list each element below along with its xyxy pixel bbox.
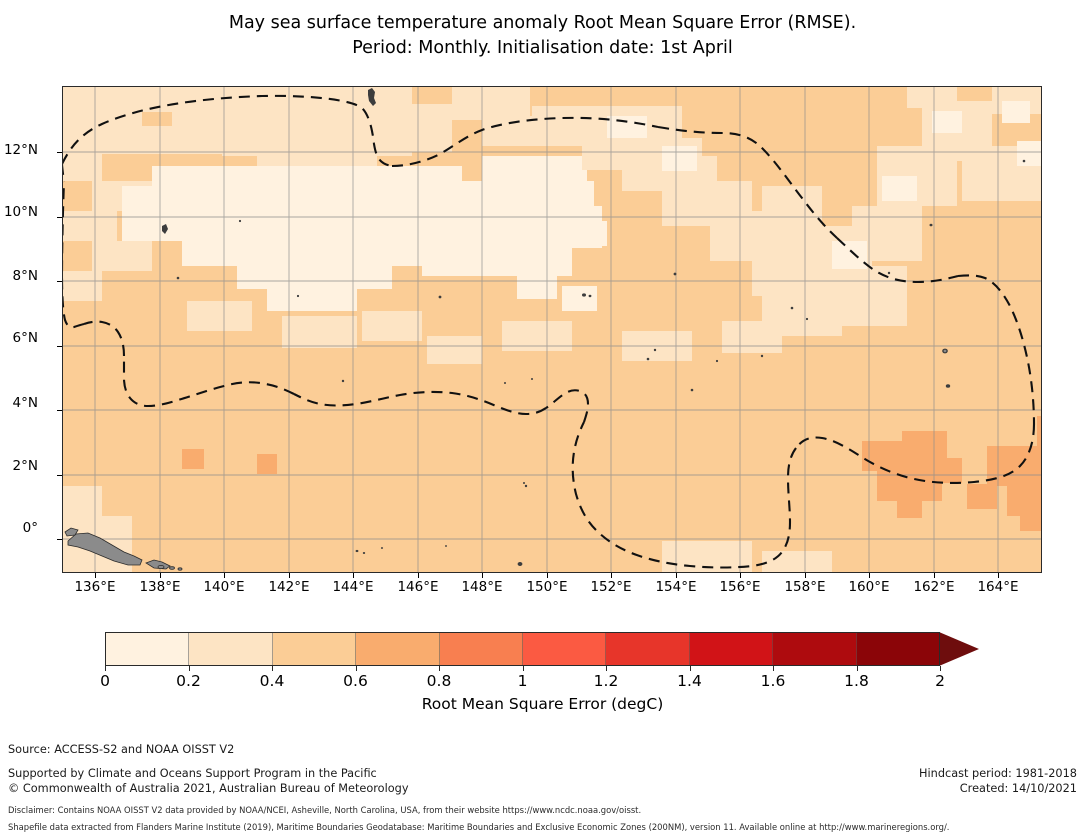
land-polygons <box>64 527 183 571</box>
colorbar-tick-label-0.6: 0.6 <box>343 672 368 690</box>
ytick-mark-4n <box>57 410 62 411</box>
colorbar-tick-label-2: 2 <box>935 672 945 690</box>
chart-title-line-1: May sea surface temperature anomaly Root… <box>228 13 857 33</box>
colorbar-tick-label-1.8: 1.8 <box>844 672 869 690</box>
xtick-label-162e: 162°E <box>913 579 955 595</box>
colorbar-tick-mark-0 <box>105 666 106 671</box>
ytick-label-2n: 2°N <box>12 458 38 474</box>
xtick-label-136e: 136°E <box>74 579 116 595</box>
chart-title-line-2: Period: Monthly. Initialisation date: 1s… <box>352 38 733 58</box>
support-text: Supported by Climate and Oceans Support … <box>8 767 377 780</box>
colorbar-tick-mark-1 <box>522 666 524 671</box>
created-date-text: Created: 14/10/2021 <box>959 782 1077 795</box>
colorbar-tick-mark-0.6 <box>355 666 357 671</box>
colorbar-bands <box>105 632 940 666</box>
island-markers <box>162 88 1026 566</box>
map-gridlines <box>62 86 1042 573</box>
xtick-mark-158e <box>805 573 806 578</box>
xtick-mark-144e <box>353 573 354 578</box>
ytick-label-0: 0° <box>22 520 38 536</box>
xtick-mark-150e <box>547 573 548 578</box>
ytick-mark-0 <box>57 539 62 540</box>
chart-title: May sea surface temperature anomaly Root… <box>0 11 1085 61</box>
xtick-mark-136e <box>95 573 96 578</box>
colorbar-axis-label: Root Mean Square Error (degC) <box>421 695 664 713</box>
ytick-mark-8n <box>57 281 62 282</box>
colorbar-tick-mark-1.6 <box>773 666 774 671</box>
colorbar-tick-mark-2 <box>940 666 941 671</box>
colorbar-tick-label-0.8: 0.8 <box>426 672 452 690</box>
colorbar-tick-label-0.4: 0.4 <box>259 672 285 690</box>
xtick-label-150e: 150°E <box>526 579 568 595</box>
copyright-text: © Commonwealth of Australia 2021, Austra… <box>8 782 409 795</box>
colorbar-band-3 <box>356 633 440 665</box>
colorbar-tick-mark-1.8 <box>856 666 858 671</box>
colorbar-tick-mark-0.4 <box>272 666 273 671</box>
xtick-mark-140e <box>224 573 225 578</box>
colorbar-tick-mark-0.8 <box>439 666 440 671</box>
colorbar-tick-mark-0.2 <box>188 666 190 671</box>
hindcast-period-text: Hindcast period: 1981-2018 <box>919 767 1077 780</box>
map-figure <box>62 86 1042 573</box>
xtick-label-160e: 160°E <box>848 579 890 595</box>
ytick-label-4n: 4°N <box>12 395 38 411</box>
xtick-mark-156e <box>740 573 741 578</box>
xtick-label-146e: 146°E <box>397 579 439 595</box>
colorbar-band-6 <box>606 633 690 665</box>
colorbar-tick-label-0.2: 0.2 <box>176 672 201 690</box>
xtick-label-164e: 164°E <box>977 579 1019 595</box>
colorbar-band-1 <box>189 633 273 665</box>
ytick-label-12n: 12°N <box>3 142 38 158</box>
colorbar-tick-label-0: 0 <box>100 672 110 690</box>
colorbar-extend-arrow-max <box>939 632 979 666</box>
colorbar: 0 0.2 0.4 0.6 0.8 1 1.2 1.4 1.6 1.8 2 Ro… <box>0 631 1085 722</box>
disclaimer-line-1: Disclaimer: Contains NOAA OISST V2 data … <box>8 805 642 815</box>
xtick-label-144e: 144°E <box>332 579 374 595</box>
xtick-mark-160e <box>869 573 870 578</box>
xtick-label-158e: 158°E <box>784 579 826 595</box>
xtick-mark-162e <box>934 573 935 578</box>
source-text: Source: ACCESS-S2 and NOAA OISST V2 <box>8 743 235 756</box>
ytick-mark-2n <box>57 475 62 476</box>
colorbar-band-7 <box>689 633 774 665</box>
colorbar-tick-mark-1.4 <box>689 666 691 671</box>
xtick-mark-148e <box>482 573 483 578</box>
colorbar-tick-label-1: 1 <box>517 672 528 690</box>
xtick-mark-154e <box>676 573 677 578</box>
colorbar-band-5 <box>523 633 607 665</box>
colorbar-band-0 <box>106 633 190 665</box>
xtick-label-152e: 152°E <box>590 579 632 595</box>
map-raster-canvas <box>62 86 1042 573</box>
colorbar-tick-mark-1.2 <box>606 666 607 671</box>
raster-cells <box>62 86 1042 573</box>
colorbar-band-4 <box>439 633 524 665</box>
xtick-mark-152e <box>611 573 612 578</box>
xtick-mark-146e <box>418 573 419 578</box>
xtick-label-142e: 142°E <box>268 579 310 595</box>
colorbar-band-2 <box>272 633 357 665</box>
disclaimer-line-2: Shapefile data extracted from Flanders M… <box>8 822 950 832</box>
ytick-mark-10n <box>57 217 62 218</box>
ytick-label-8n: 8°N <box>12 268 38 284</box>
ytick-label-10n: 10°N <box>3 204 38 220</box>
ytick-mark-6n <box>57 346 62 347</box>
xtick-label-154e: 154°E <box>655 579 697 595</box>
xtick-mark-164e <box>998 573 999 578</box>
colorbar-tick-label-1.2: 1.2 <box>593 672 619 690</box>
ytick-label-6n: 6°N <box>12 330 38 346</box>
xtick-label-156e: 156°E <box>719 579 761 595</box>
colorbar-band-8 <box>773 633 857 665</box>
ytick-mark-12n <box>57 152 62 153</box>
xtick-label-148e: 148°E <box>461 579 503 595</box>
colorbar-tick-label-1.6: 1.6 <box>760 672 786 690</box>
xtick-mark-142e <box>289 573 290 578</box>
xtick-label-140e: 140°E <box>203 579 245 595</box>
xtick-mark-138e <box>160 573 161 578</box>
colorbar-band-9 <box>856 633 940 665</box>
xtick-label-138e: 138°E <box>139 579 181 595</box>
colorbar-tick-label-1.4: 1.4 <box>677 672 702 690</box>
